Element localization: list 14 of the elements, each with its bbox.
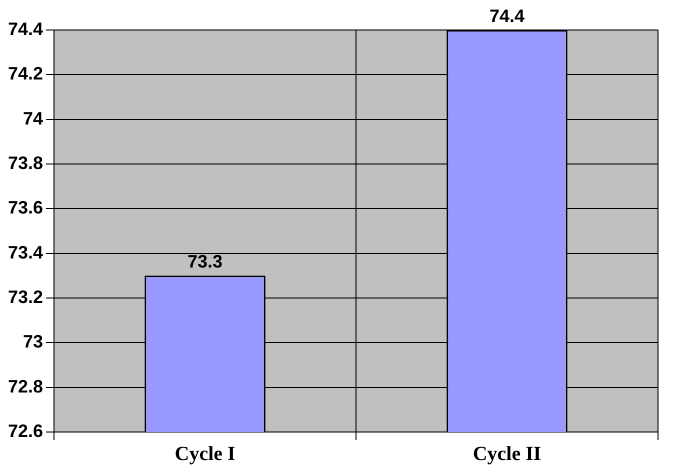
y-tick-label: 73 (23, 332, 44, 352)
data-label: 73.3 (188, 252, 223, 272)
y-tick-label: 74 (23, 108, 44, 128)
y-tick-label: 73.4 (8, 242, 44, 262)
y-tick-label: 74.2 (8, 64, 44, 84)
y-tick-label: 72.8 (8, 376, 44, 396)
y-tick-label: 73.6 (8, 198, 44, 218)
y-tick-label: 73.8 (8, 152, 44, 173)
x-tick-label: Cycle II (472, 443, 542, 466)
y-tick-label: 74.4 (8, 18, 44, 39)
y-tick-label: 72.6 (8, 420, 44, 441)
y-tick-label: 73.2 (8, 286, 44, 307)
data-label: 74.4 (489, 6, 525, 26)
x-tick-label: Cycle I (174, 443, 236, 466)
